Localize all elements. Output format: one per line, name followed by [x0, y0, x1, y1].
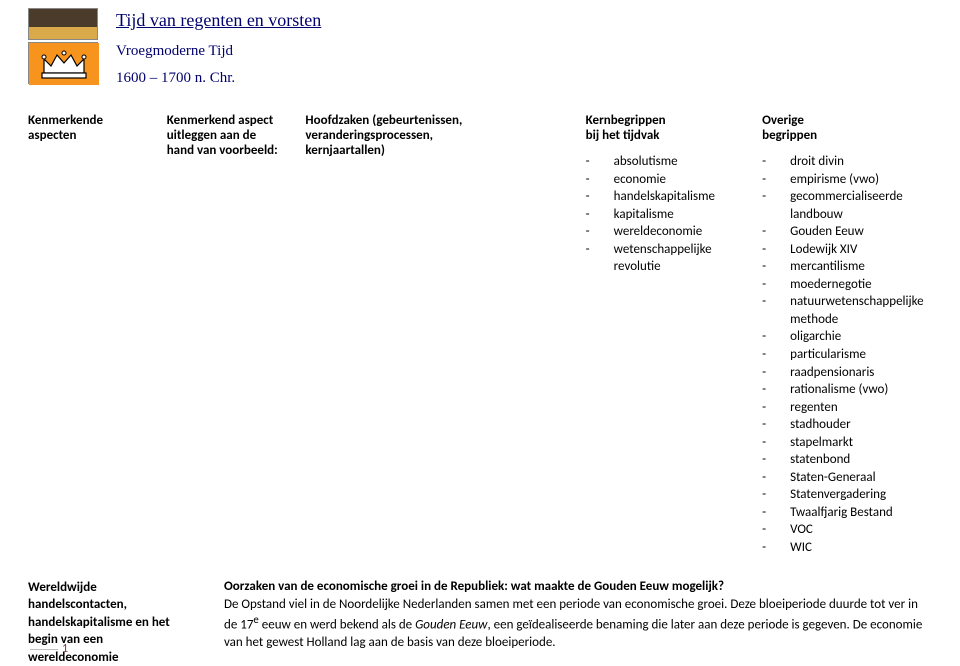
list-item: gecommercialiseerde landbouw: [762, 188, 932, 223]
column-header-example: Kenmerkend aspect uitleggen aan de hand …: [167, 113, 290, 158]
list-item: handelskapitalisme: [586, 188, 746, 206]
list-item: Statenvergadering: [762, 486, 932, 504]
list-item: statenbond: [762, 451, 932, 469]
list-item: Twaalfjarig Bestand: [762, 504, 932, 522]
page-title: Tijd van regenten en vorsten: [116, 10, 321, 31]
body-text-mid: eeuw en werd bekend als de: [259, 617, 415, 632]
body-text-italic: Gouden Eeuw: [415, 617, 487, 632]
column-kernbegrippen: Kernbegrippen bij het tijdvak absolutism…: [586, 113, 746, 276]
page-dates: 1600 – 1700 n. Chr.: [116, 70, 321, 87]
list-item: Lodewijk XIV: [762, 241, 932, 259]
list-item: moedernegotie: [762, 276, 932, 294]
kernbegrippen-list: absolutismeeconomiehandelskapitalismekap…: [586, 153, 746, 276]
crown-icon: [28, 42, 98, 84]
column-header-kernbegrippen-line1: Kernbegrippen: [586, 113, 666, 128]
overige-list: droit divinempirisme (vwo)gecommercialis…: [762, 153, 932, 557]
aspects-table: Kenmerkende aspecten Kenmerkend aspect u…: [28, 113, 932, 557]
column-header-example-line3: hand van voorbeeld:: [167, 143, 278, 158]
document-header: Tijd van regenten en vorsten Vroegmodern…: [28, 0, 932, 87]
list-item: regenten: [762, 399, 932, 417]
list-item: kapitalisme: [586, 206, 746, 224]
column-header-main-line2: kernjaartallen): [305, 143, 385, 158]
list-item: natuurwetenschappelijke methode: [762, 293, 932, 328]
list-item: mercantilisme: [762, 258, 932, 276]
list-item: WIC: [762, 539, 932, 557]
body-section: Wereldwijde handelscontacten, handelskap…: [28, 579, 932, 666]
column-header-aspects: Kenmerkende aspecten: [28, 113, 151, 143]
list-item: wetenschappelijke revolutie: [586, 241, 746, 276]
column-overige: Overige begrippen droit divinempirisme (…: [762, 113, 932, 557]
list-item: absolutisme: [586, 153, 746, 171]
column-header-kernbegrippen-line2: bij het tijdvak: [586, 128, 660, 143]
page-subtitle: Vroegmoderne Tijd: [116, 43, 321, 60]
list-item: stadhouder: [762, 416, 932, 434]
body-question: Oorzaken van de economische groei in de …: [224, 579, 932, 594]
column-header-overige-line2: begrippen: [762, 128, 817, 143]
column-header-main-line1: Hoofdzaken (gebeurtenissen, veranderings…: [305, 113, 462, 143]
list-item: stapelmarkt: [762, 434, 932, 452]
column-header-example-line1: Kenmerkend aspect: [167, 113, 274, 128]
aspect-body: Oorzaken van de economische groei in de …: [224, 579, 932, 652]
list-item: economie: [586, 171, 746, 189]
list-item: rationalisme (vwo): [762, 381, 932, 399]
era-logo: [28, 8, 98, 84]
list-item: Staten-Generaal: [762, 469, 932, 487]
column-header-overige-line1: Overige: [762, 113, 804, 128]
title-block: Tijd van regenten en vorsten Vroegmodern…: [116, 8, 321, 87]
body-paragraph: De Opstand viel in de Noordelijke Nederl…: [224, 596, 932, 652]
list-item: empirisme (vwo): [762, 171, 932, 189]
page-number: 1: [30, 642, 70, 656]
list-item: oligarchie: [762, 328, 932, 346]
list-item: particularisme: [762, 346, 932, 364]
column-header-overige: Overige begrippen: [762, 113, 932, 143]
era-photo-icon: [28, 8, 98, 40]
list-item: droit divin: [762, 153, 932, 171]
column-header-kernbegrippen: Kernbegrippen bij het tijdvak: [586, 113, 746, 143]
column-header-main: Hoofdzaken (gebeurtenissen, veranderings…: [305, 113, 569, 158]
list-item: VOC: [762, 521, 932, 539]
list-item: wereldeconomie: [586, 223, 746, 241]
list-item: raadpensionaris: [762, 364, 932, 382]
list-item: Gouden Eeuw: [762, 223, 932, 241]
column-header-example-line2: uitleggen aan de: [167, 128, 256, 143]
